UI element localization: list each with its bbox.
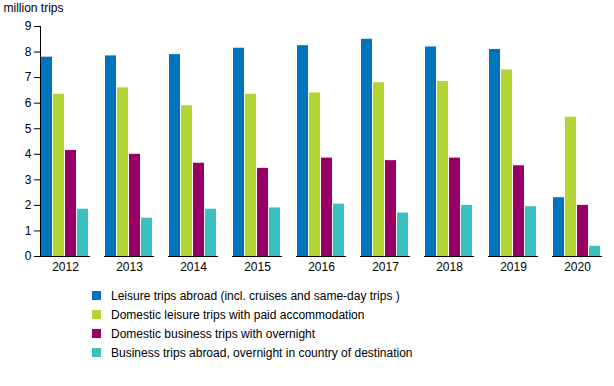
svg-text:8: 8 [25, 45, 32, 59]
svg-text:2015: 2015 [244, 260, 271, 274]
svg-text:6: 6 [25, 96, 32, 110]
html-text:Domestic business trips with o: Domestic business trips with overnight [111, 326, 316, 341]
svg-text:7: 7 [25, 70, 32, 84]
svg-text:4: 4 [25, 147, 32, 161]
html-text:Business trips abroad, overnig: Business trips abroad, overnight in coun… [111, 345, 413, 360]
svg-text:3: 3 [25, 173, 32, 187]
svg-text:2017: 2017 [372, 260, 399, 274]
svg-text:5: 5 [25, 122, 32, 136]
svg-text:2012: 2012 [52, 260, 79, 274]
svg-text:2014: 2014 [180, 260, 207, 274]
svg-text:2: 2 [25, 198, 32, 212]
svg-text:2019: 2019 [500, 260, 527, 274]
svg-text:million trips: million trips [4, 1, 64, 15]
svg-text:2013: 2013 [116, 260, 143, 274]
svg-text:0: 0 [25, 249, 32, 263]
svg-text:2020: 2020 [564, 260, 591, 274]
svg-text:9: 9 [25, 19, 32, 33]
html-text:Domestic leisure trips with pa: Domestic leisure trips with paid accommo… [111, 307, 365, 322]
svg-text:2016: 2016 [308, 260, 335, 274]
svg-text:1: 1 [25, 224, 32, 238]
html-text:Leisure trips abroad (incl. cr: Leisure trips abroad (incl. cruises and … [111, 288, 400, 303]
svg-text:2018: 2018 [436, 260, 463, 274]
